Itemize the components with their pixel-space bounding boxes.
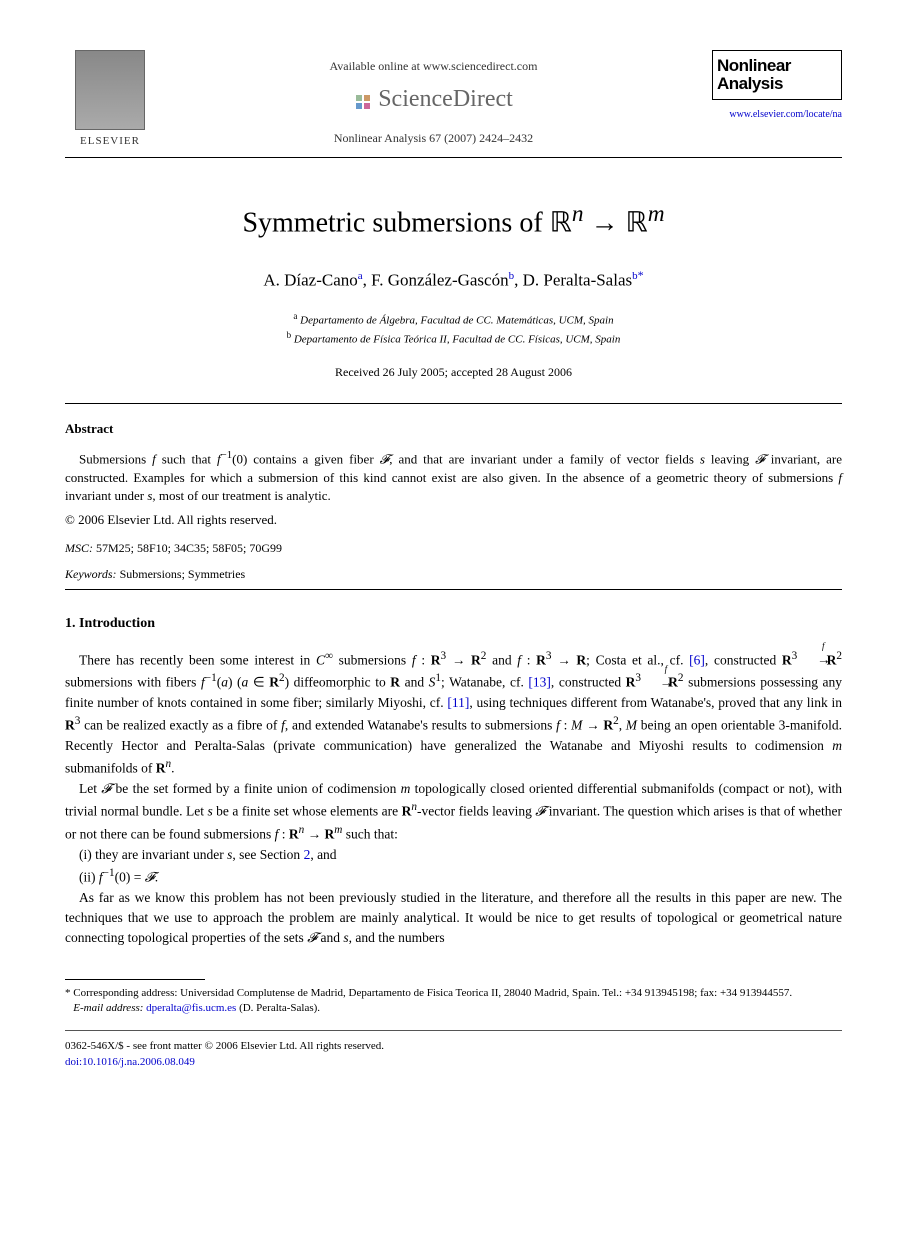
article-title: Symmetric submersions of ℝn → ℝm <box>65 198 842 243</box>
email-footnote: E-mail address: dperalta@fis.ucm.es (D. … <box>65 1001 842 1016</box>
msc-label: MSC: <box>65 541 93 555</box>
corresponding-mark[interactable]: * <box>638 268 644 282</box>
sciencedirect-logo[interactable]: ScienceDirect <box>155 83 712 117</box>
ref-13-link[interactable]: [13] <box>528 675 551 690</box>
abstract-body: Submersions f such that f−1(0) contains … <box>65 448 842 505</box>
ref-11-link[interactable]: [11] <box>447 695 469 710</box>
corresponding-text: Corresponding address: Universidad Compl… <box>73 987 792 999</box>
keywords-label: Keywords: <box>65 567 117 581</box>
affiliations: a Departamento de Álgebra, Facultad de C… <box>65 310 842 348</box>
footer-rule <box>65 1030 842 1031</box>
authors-line: A. Díaz-Canoa, F. González-Gascónb, D. P… <box>65 267 842 292</box>
author-2: F. González-Gascón <box>371 271 508 290</box>
available-online-text: Available online at www.sciencedirect.co… <box>155 58 712 75</box>
intro-item-i: (i) they are invariant under s, see Sect… <box>65 845 842 865</box>
doi-link[interactable]: doi:10.1016/j.na.2006.08.049 <box>65 1056 195 1068</box>
footnote-separator <box>65 979 205 980</box>
abstract-bottom-rule <box>65 589 842 590</box>
author-2-aff-link[interactable]: b <box>509 270 515 282</box>
email-link[interactable]: dperalta@fis.ucm.es <box>146 1002 236 1014</box>
header-center: Available online at www.sciencedirect.co… <box>155 50 712 147</box>
email-author: (D. Peralta-Salas). <box>239 1002 320 1014</box>
author-3: D. Peralta-Salas <box>523 271 633 290</box>
intro-item-ii: (ii) f−1(0) = 𝓕. <box>65 865 842 888</box>
publisher-logo-block: ELSEVIER <box>65 50 155 149</box>
header-rule <box>65 157 842 158</box>
header-row: ELSEVIER Available online at www.science… <box>65 50 842 149</box>
section-2-link[interactable]: 2 <box>304 847 311 862</box>
keywords-line: Keywords: Submersions; Symmetries <box>65 566 842 583</box>
footer-copyright: 0362-546X/$ - see front matter © 2006 El… <box>65 1039 842 1054</box>
ref-6-link[interactable]: [6] <box>689 652 705 667</box>
abstract-top-rule <box>65 403 842 404</box>
msc-line: MSC: 57M25; 58F10; 34C35; 58F05; 70G99 <box>65 540 842 557</box>
journal-reference: Nonlinear Analysis 67 (2007) 2424–2432 <box>155 130 712 147</box>
sciencedirect-icon <box>354 90 374 110</box>
abstract-copyright: © 2006 Elsevier Ltd. All rights reserved… <box>65 511 842 529</box>
corresponding-footnote: * Corresponding address: Universidad Com… <box>65 986 842 1001</box>
intro-para-2: Let 𝓕 be the set formed by a finite unio… <box>65 779 842 845</box>
email-label: E-mail address: <box>73 1002 143 1014</box>
footer-doi: doi:10.1016/j.na.2006.08.049 <box>65 1055 842 1070</box>
journal-url-link[interactable]: www.elsevier.com/locate/na <box>729 109 842 120</box>
journal-name-2: Analysis <box>717 75 837 93</box>
keywords-text: Submersions; Symmetries <box>120 567 246 581</box>
journal-name-1: Nonlinear <box>717 57 837 75</box>
affiliation-b: Departamento de Física Teórica II, Facul… <box>294 334 621 346</box>
author-1-aff-link[interactable]: a <box>358 270 363 282</box>
abstract-heading: Abstract <box>65 420 842 438</box>
star-icon: * <box>65 987 71 999</box>
intro-para-3: As far as we know this problem has not b… <box>65 888 842 949</box>
journal-logo-box: Nonlinear Analysis <box>712 50 842 100</box>
affiliation-a: Departamento de Álgebra, Facultad de CC.… <box>300 315 613 327</box>
intro-para-1: There has recently been some interest in… <box>65 648 842 780</box>
section-1-heading: 1. Introduction <box>65 614 842 634</box>
sciencedirect-text: ScienceDirect <box>378 86 513 112</box>
author-1: A. Díaz-Cano <box>263 271 357 290</box>
publisher-name: ELSEVIER <box>65 134 155 149</box>
elsevier-tree-icon <box>75 50 145 130</box>
article-dates: Received 26 July 2005; accepted 28 Augus… <box>65 364 842 381</box>
journal-logo-block: Nonlinear Analysis www.elsevier.com/loca… <box>712 50 842 123</box>
msc-codes: 57M25; 58F10; 34C35; 58F05; 70G99 <box>96 541 282 555</box>
